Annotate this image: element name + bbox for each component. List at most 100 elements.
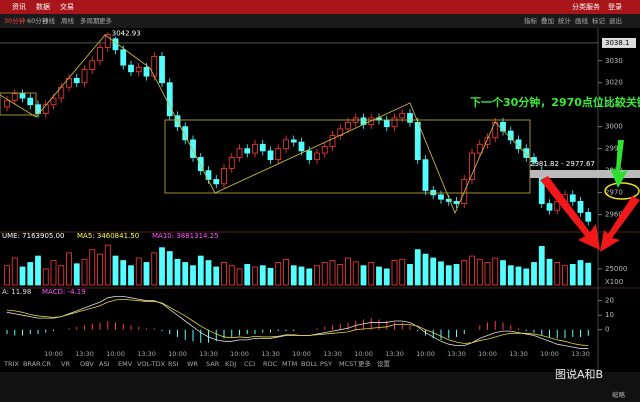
x-tick-label: 10:00 xyxy=(416,350,435,358)
volume-bar xyxy=(27,262,34,286)
volume-bar xyxy=(290,265,297,286)
volume-bar xyxy=(104,244,111,286)
volume-bar xyxy=(321,262,328,286)
volume-bar xyxy=(205,260,212,286)
y-tick-label: 10 xyxy=(605,311,614,319)
candle-body xyxy=(197,157,204,172)
volume-bar xyxy=(19,266,26,286)
menu-item[interactable]: 数据 xyxy=(36,2,50,11)
candle-body xyxy=(577,201,584,213)
candle-body xyxy=(128,64,134,73)
y-tick-label: 3020 xyxy=(605,79,623,87)
volume-bar xyxy=(492,257,499,286)
period-tab: 日线 xyxy=(42,16,56,25)
candle-body xyxy=(221,168,227,185)
y-tick-label: 3000 xyxy=(605,123,623,131)
volume-bar xyxy=(66,252,72,286)
y-tick-label: 2990 xyxy=(605,145,623,153)
candle-body xyxy=(27,97,34,106)
watermark: 图说A和B xyxy=(555,367,603,381)
volume-bar xyxy=(407,264,413,286)
volume-bar xyxy=(345,257,351,286)
volume-bar xyxy=(484,262,491,286)
x-tick-label: 13:30 xyxy=(385,350,404,358)
candle-body xyxy=(329,135,336,147)
y-tick-label: 25000 xyxy=(605,265,627,273)
candle-body xyxy=(569,194,576,202)
box xyxy=(0,92,37,116)
menu-item: 登录 xyxy=(608,2,622,11)
indicator-tab: ASI xyxy=(99,360,110,368)
candle-body xyxy=(407,113,413,123)
indicator-tab: VOL-TDX xyxy=(137,360,166,368)
period-tab: 更多 xyxy=(99,16,113,25)
candle-body xyxy=(515,139,522,150)
volume-bar xyxy=(500,260,506,286)
volume-bar xyxy=(476,258,483,286)
x-tick-label: 13:30 xyxy=(323,350,342,358)
candle-body xyxy=(89,60,96,70)
candle-body xyxy=(321,146,328,154)
indicator-tab: PSY xyxy=(320,360,332,368)
macd-line xyxy=(6,298,589,347)
note: 下一个30分钟，2970点位比较关键。 xyxy=(470,95,640,109)
candle-body xyxy=(469,152,475,180)
volume-bar xyxy=(577,260,584,286)
candle-body xyxy=(244,148,251,154)
tool-button: 退出 xyxy=(609,16,622,25)
indicator-tab: BOLL xyxy=(301,360,318,368)
volume-bar xyxy=(383,268,390,286)
candle-body xyxy=(438,194,444,200)
indicator-tab: MTM xyxy=(282,360,297,368)
x-tick-label: 10:00 xyxy=(354,350,373,358)
indicator-tab: MCST xyxy=(339,360,357,368)
volume-bar xyxy=(585,262,592,286)
volume-bar xyxy=(352,261,359,286)
volume-bar xyxy=(306,268,313,286)
candle-body xyxy=(259,143,266,152)
legend-item: UME: 7163905.00 xyxy=(2,232,64,240)
candle-body xyxy=(546,203,553,211)
volume-bar xyxy=(391,260,398,286)
candle-body xyxy=(252,143,258,154)
candle-body xyxy=(484,137,491,145)
candle-body xyxy=(50,97,57,106)
volume-bar xyxy=(445,265,452,286)
volume-bar xyxy=(515,266,522,286)
volume-bar xyxy=(360,265,367,286)
red-arrow xyxy=(540,176,600,250)
y-tick-label: 0 xyxy=(605,326,609,334)
volume-bar xyxy=(329,260,336,286)
period-tab: 60分钟 xyxy=(27,16,49,25)
candle-body xyxy=(283,139,289,150)
candle-body xyxy=(213,179,220,185)
candle-body xyxy=(135,66,142,73)
candle-body xyxy=(414,121,421,161)
volume-bar xyxy=(469,255,475,286)
footer-bar xyxy=(0,372,640,402)
volume-bar xyxy=(538,246,545,286)
legend-item: MA10: 3881314.25 xyxy=(152,232,219,240)
indicator-tab: VR xyxy=(61,360,70,368)
candle-body xyxy=(314,152,320,161)
tool-button: 统计 xyxy=(558,16,572,25)
volume-bar xyxy=(461,260,468,286)
candle-body xyxy=(585,212,592,222)
period-tab: 多周期 xyxy=(80,16,100,25)
volume-bar xyxy=(554,262,561,286)
candle-body xyxy=(35,104,41,114)
x-tick-label: 10:00 xyxy=(44,350,63,358)
volume-bar xyxy=(531,262,537,286)
candle-body xyxy=(104,33,111,48)
x-tick-label: 10:00 xyxy=(106,350,125,358)
candle-body xyxy=(228,157,235,169)
menu-item[interactable]: 资讯 xyxy=(12,2,26,11)
indicator-tab: EMV xyxy=(118,360,133,368)
y-tick-label: 3010 xyxy=(605,101,623,109)
volume-bar xyxy=(430,257,437,286)
volume-bar xyxy=(453,264,460,286)
box xyxy=(164,119,531,194)
volume-bar xyxy=(112,255,119,286)
candle-body xyxy=(453,201,460,205)
menu-item[interactable]: 交易 xyxy=(60,2,74,11)
